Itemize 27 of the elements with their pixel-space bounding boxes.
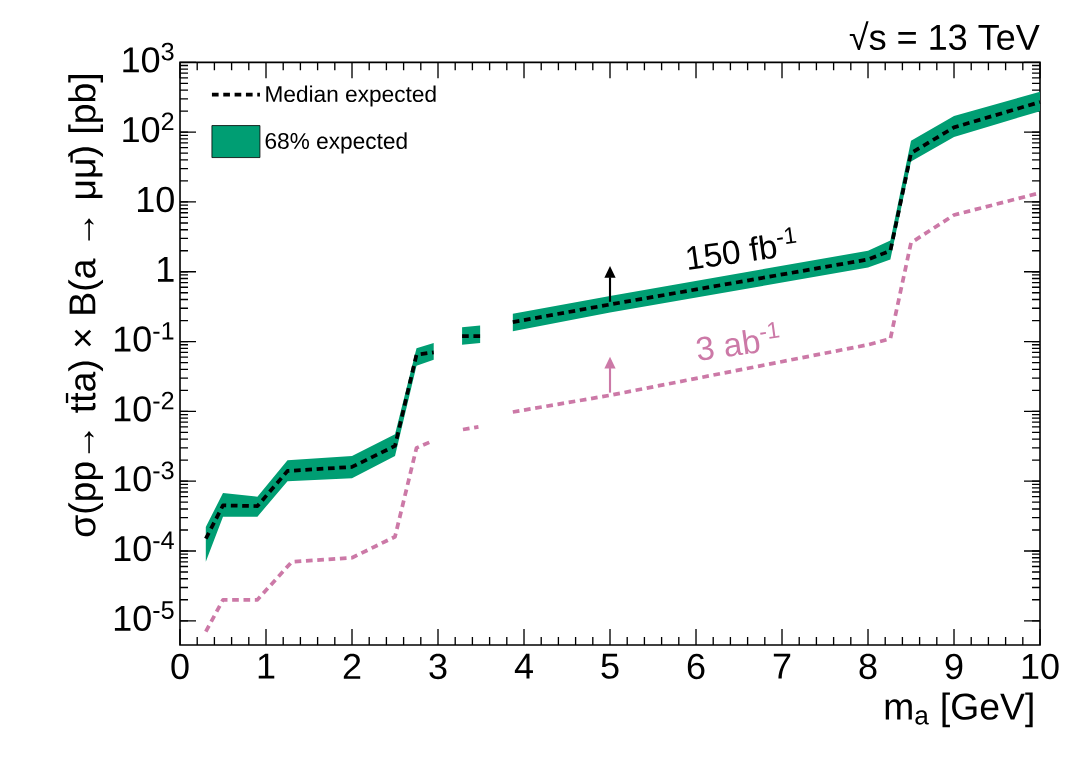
- x-tick-label: 7: [773, 653, 791, 679]
- annotation: 150 fb$^{-1}$: [687, 227, 797, 270]
- y-tick-label: 10$^{3}$: [123, 42, 174, 73]
- x-tick-label: 6: [687, 653, 705, 680]
- x-axis-title: m$_{a}$ [GeV]: [885, 692, 1033, 728]
- y-tick-label: 10$^{-4}$: [114, 531, 174, 562]
- y-tick-label: 10$^{-1}$: [114, 322, 174, 352]
- x-tick-label: 1: [258, 653, 275, 679]
- y-tick-label: 10$^{-2}$: [114, 391, 174, 422]
- legend-label: 68% expected: [265, 132, 407, 154]
- x-tick-label: 3: [429, 653, 447, 680]
- chart-title: √s = 13 TeV: [849, 21, 1040, 51]
- legend-label: Median expected: [266, 85, 436, 107]
- x-tick-label: 10: [1022, 653, 1059, 680]
- annotation: 3 ab$^{-1}$: [696, 321, 780, 361]
- x-tick-label: 9: [945, 653, 963, 680]
- y-tick-label: 10$^{-5}$: [114, 601, 174, 632]
- y-tick-label: 10$^{2}$: [123, 112, 174, 143]
- y-tick-label: 10: [137, 186, 174, 213]
- y-axis-title: σ(pp→ tt̄a) × B(a → μμ̄) [pb]: [65, 75, 104, 537]
- x-tick-label: 0: [171, 653, 189, 680]
- x-tick-label: 8: [859, 653, 877, 680]
- y-tick-label: 10$^{-3}$: [114, 461, 174, 492]
- y-tick-label: 1: [158, 256, 174, 282]
- x-tick-label: 5: [601, 653, 619, 679]
- x-tick-label: 4: [514, 653, 533, 679]
- x-tick-label: 2: [343, 653, 361, 679]
